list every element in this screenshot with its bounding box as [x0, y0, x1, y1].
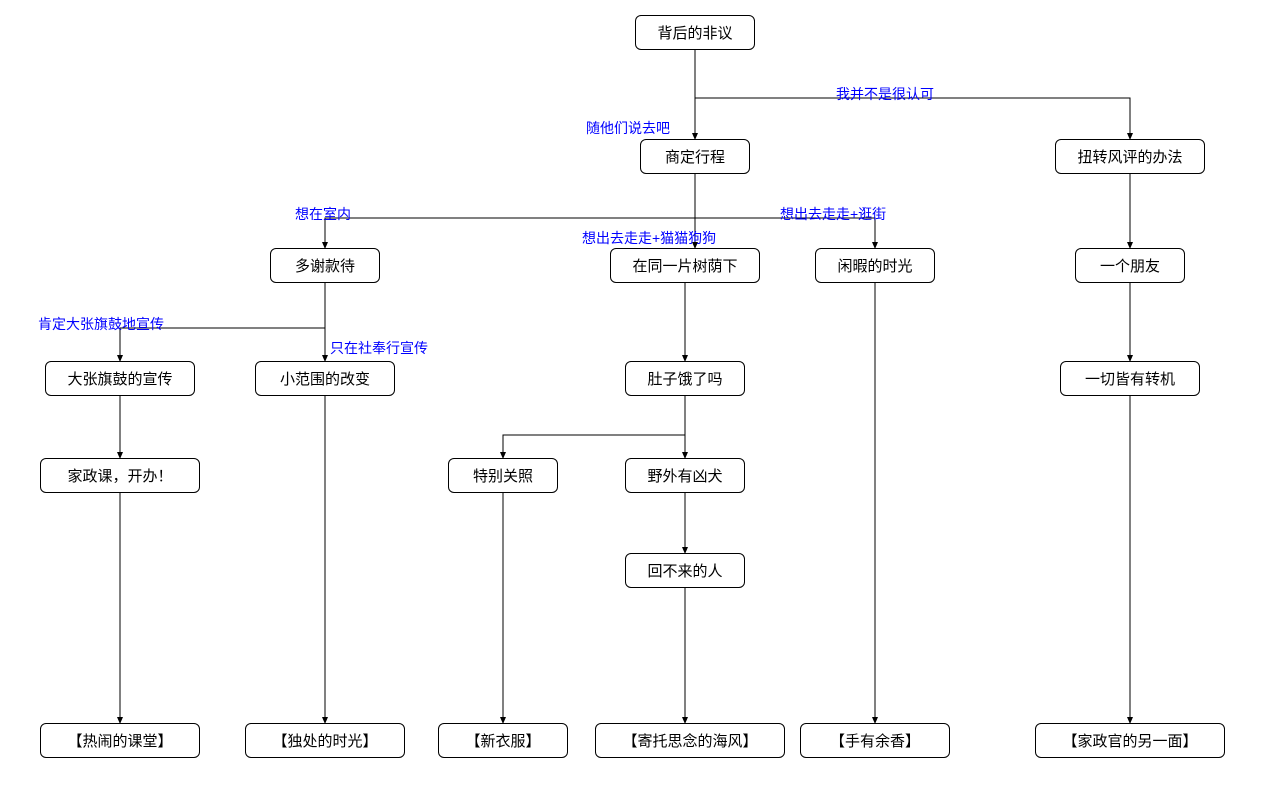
edge-label: 想出去走走+猫猫狗狗	[582, 228, 716, 248]
node-label: 扭转风评的办法	[1077, 149, 1182, 166]
flowchart-node: 回不来的人	[625, 553, 745, 588]
flowchart-node: 背后的非议	[635, 15, 755, 50]
flowchart-node: 【手有余香】	[800, 723, 950, 758]
flowchart-node: 大张旗鼓的宣传	[45, 361, 195, 396]
node-label: 一切皆有转机	[1085, 371, 1175, 388]
flowchart-node: 一切皆有转机	[1060, 361, 1200, 396]
node-label: 野外有凶犬	[647, 468, 722, 485]
node-label: 在同一片树荫下	[632, 258, 737, 275]
edge-label: 只在社奉行宣传	[330, 338, 428, 358]
flowchart-node: 野外有凶犬	[625, 458, 745, 493]
flowchart-node: 【热闹的课堂】	[40, 723, 200, 758]
flowchart-node: 【新衣服】	[438, 723, 568, 758]
flowchart-node: 特别关照	[448, 458, 558, 493]
edge-label: 想出去走走+逛街	[780, 204, 886, 224]
flowchart-node: 在同一片树荫下	[610, 248, 760, 283]
node-label: 大张旗鼓的宣传	[67, 371, 172, 388]
node-label: 特别关照	[473, 468, 533, 485]
flowchart-node: 多谢款待	[270, 248, 380, 283]
node-label: 多谢款待	[295, 258, 355, 275]
flowchart-node: 【独处的时光】	[245, 723, 405, 758]
node-label: 背后的非议	[657, 25, 732, 42]
node-label: 一个朋友	[1100, 258, 1160, 275]
node-label: 小范围的改变	[280, 371, 370, 388]
flowchart-node: 小范围的改变	[255, 361, 395, 396]
node-label: 回不来的人	[647, 563, 722, 580]
node-label: 【手有余香】	[830, 733, 920, 750]
node-label: 【家政官的另一面】	[1062, 733, 1197, 750]
edge-label: 肯定大张旗鼓地宣传	[38, 314, 164, 334]
flowchart-node: 肚子饿了吗	[625, 361, 745, 396]
flowchart-node: 商定行程	[640, 139, 750, 174]
node-label: 【独处的时光】	[272, 733, 377, 750]
flowchart-node: 一个朋友	[1075, 248, 1185, 283]
edge-label: 我并不是很认可	[836, 84, 934, 104]
edge-label: 随他们说去吧	[586, 118, 670, 138]
node-label: 闲暇的时光	[837, 258, 912, 275]
edge-label: 想在室内	[295, 204, 351, 224]
flowchart-node: 【家政官的另一面】	[1035, 723, 1225, 758]
node-label: 【热闹的课堂】	[67, 733, 172, 750]
flowchart-node: 【寄托思念的海风】	[595, 723, 785, 758]
node-label: 商定行程	[665, 149, 725, 166]
node-label: 【新衣服】	[465, 733, 540, 750]
node-label: 【寄托思念的海风】	[622, 733, 757, 750]
flowchart-node: 闲暇的时光	[815, 248, 935, 283]
node-label: 肚子饿了吗	[647, 371, 722, 388]
flowchart-node: 家政课，开办！	[40, 458, 200, 493]
node-label: 家政课，开办！	[67, 468, 172, 485]
flowchart-node: 扭转风评的办法	[1055, 139, 1205, 174]
